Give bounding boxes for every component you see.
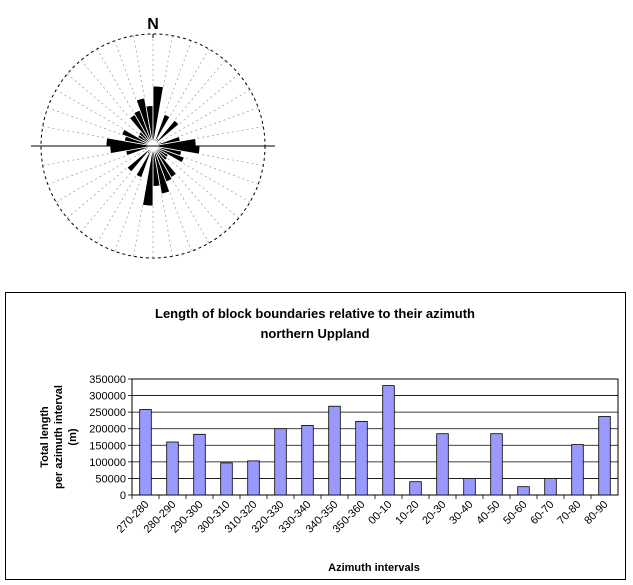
rose-radial-line [114, 40, 154, 147]
bar [463, 477, 476, 496]
rose-radial-line [152, 60, 226, 147]
rose-radial-line [152, 89, 251, 147]
x-tick-label: 40-50 [474, 499, 502, 527]
rose-radial-line [47, 145, 154, 185]
bar [490, 433, 503, 496]
y-tick-label: 150000 [89, 440, 126, 452]
rose-radial-line [152, 48, 210, 147]
rose-radial-line [96, 145, 154, 244]
rose-radial-line [67, 73, 154, 147]
rose-petal [152, 145, 171, 195]
rose-diagram: N [20, 0, 300, 285]
x-tick-label: 20-30 [420, 499, 448, 527]
rose-radial-line [152, 145, 239, 219]
rose-radial-line [152, 145, 264, 166]
x-tick-label: 50-60 [501, 499, 529, 527]
chart-title: Length of block boundaries relative to t… [155, 306, 475, 321]
rose-petal [126, 145, 154, 173]
rose-radial-line [96, 48, 154, 147]
rose-radial-line [80, 60, 154, 147]
bar-chart-frame: Length of block boundaries relative to t… [5, 292, 626, 580]
x-tick-label: 80-90 [582, 499, 610, 527]
y-tick-label: 100000 [89, 457, 126, 469]
rose-radial-line [152, 145, 226, 232]
rose-radial-line [55, 89, 154, 147]
y-tick-label: 350000 [89, 374, 126, 386]
x-tick-label: 00-10 [366, 499, 394, 527]
bar [409, 481, 422, 496]
bar [598, 416, 611, 496]
y-tick-label: 300000 [89, 391, 126, 403]
rose-radial-line [55, 145, 154, 203]
bar [544, 477, 557, 496]
x-tick-label: 30-40 [447, 499, 475, 527]
bar [193, 433, 206, 496]
bar [517, 486, 530, 496]
bar [220, 462, 233, 496]
rose-radial-line [152, 40, 192, 147]
rose-radial-line [152, 145, 173, 257]
rose-petal [152, 119, 180, 147]
rose-radial-line [67, 145, 154, 219]
rose-radial-line [152, 145, 251, 203]
rose-svg: N [31, 16, 275, 259]
rose-radial-line [114, 145, 154, 252]
bar [274, 428, 287, 496]
x-tick-label: 70-80 [555, 499, 583, 527]
rose-petal [152, 85, 164, 147]
rose-radial-line [152, 145, 259, 185]
y-axis-label: per azimuth interval [53, 385, 65, 489]
bar [166, 441, 179, 496]
rose-radial-line [42, 126, 154, 147]
bar [328, 405, 341, 496]
rose-radial-line [152, 73, 239, 147]
bar-chart-svg: Length of block boundaries relative to t… [39, 306, 619, 574]
y-tick-label: 200000 [89, 424, 126, 436]
bar [355, 420, 368, 496]
rose-radial-line [152, 107, 259, 147]
y-axis-label: (m) [67, 428, 79, 445]
rose-radial-line [42, 145, 154, 166]
bar [247, 460, 260, 496]
chart-subtitle: northern Uppland [260, 326, 369, 341]
rose-radial-line [80, 145, 154, 232]
bar [382, 385, 395, 496]
bar [301, 424, 314, 496]
y-tick-label: 50000 [95, 473, 126, 485]
rose-radial-line [47, 107, 154, 147]
x-tick-label: 10-20 [393, 499, 421, 527]
rose-petal [142, 145, 154, 207]
bar [436, 433, 449, 496]
rose-petal [135, 97, 154, 147]
y-axis-label: Total length [39, 406, 51, 468]
x-axis-label: Azimuth intervals [328, 562, 420, 574]
rose-radial-line [133, 35, 154, 147]
y-tick-label: 250000 [89, 407, 126, 419]
rose-radial-line [152, 126, 264, 147]
rose-radial-line [152, 145, 192, 252]
x-tick-label: 60-70 [528, 499, 556, 527]
north-label: N [147, 16, 159, 33]
rose-radial-line [152, 145, 210, 244]
bar [139, 409, 152, 496]
y-tick-label: 0 [120, 490, 126, 502]
bar [571, 444, 584, 496]
